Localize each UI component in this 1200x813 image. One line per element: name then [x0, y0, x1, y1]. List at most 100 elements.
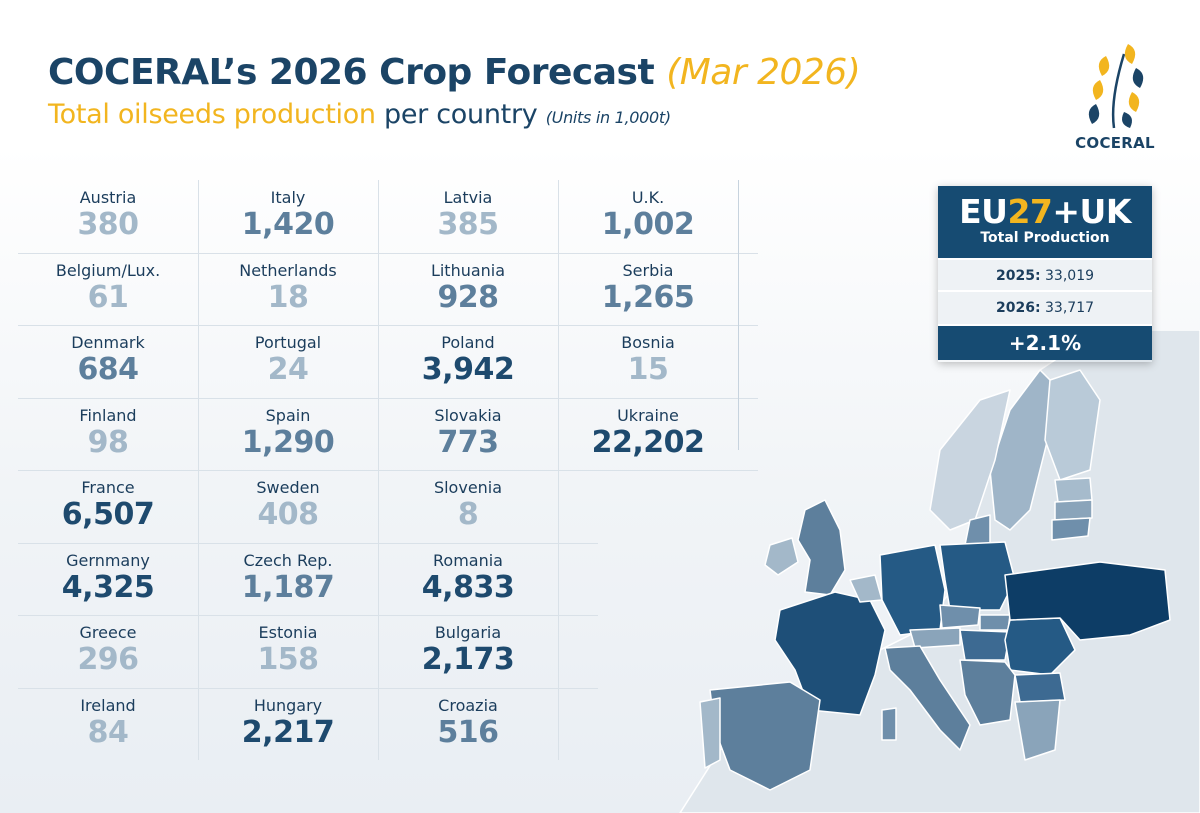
country-value: 8 — [457, 497, 479, 532]
country-cell: Romania 4,833 — [378, 551, 558, 605]
country-cell: Slovakia 773 — [378, 406, 558, 460]
country-name: Lithuania — [430, 260, 506, 280]
page-title: COCERAL’s 2026 Crop Forecast (Mar 2026) — [48, 52, 861, 93]
country-value: 98 — [87, 424, 129, 460]
ireland-shape — [764, 537, 799, 576]
country-name: Romania — [433, 550, 503, 570]
country-value: 18 — [267, 279, 309, 315]
country-name: Ireland — [80, 695, 136, 715]
grid-divider — [18, 470, 758, 471]
poland-shape — [939, 541, 1016, 611]
country-name: Sweden — [256, 478, 320, 497]
country-value: 1,290 — [241, 424, 335, 460]
eu-row-2025: 2025: 33,019 — [938, 258, 1152, 292]
country-name: Croazia — [438, 695, 498, 715]
grid-divider — [18, 687, 598, 689]
country-cell: Ireland 84 — [18, 696, 198, 750]
germany-shape — [879, 544, 946, 636]
country-value: 4,325 — [61, 569, 155, 605]
country-name: Hungary — [253, 695, 323, 715]
balkans-shape — [959, 659, 1016, 726]
eu-title-prefix: EU — [959, 192, 1008, 231]
country-cell: Croazia 516 — [378, 696, 558, 750]
country-value: 2,173 — [421, 642, 515, 677]
bulgaria-shape — [1014, 672, 1066, 703]
eu-row-2026: 2026: 33,717 — [938, 292, 1152, 326]
country-value: 84 — [87, 714, 129, 750]
country-value: 158 — [257, 642, 319, 677]
country-cell: Belgium/Lux. 61 — [18, 261, 198, 315]
grid-divider — [18, 615, 598, 616]
eu-total-box: EU27+UK Total Production 2025: 33,019 20… — [938, 186, 1152, 362]
country-name: Greece — [79, 623, 137, 642]
country-cell: Finland 98 — [18, 406, 198, 460]
country-value: 61 — [87, 279, 129, 315]
country-grid: Austria 380 Belgium/Lux. 61 Denmark 684 Finlan… — [18, 180, 758, 770]
country-cell: Serbia 1,265 — [558, 261, 738, 315]
country-cell: Italy 1,420 — [198, 188, 378, 242]
sweden-shape — [989, 369, 1061, 531]
country-cell: Sweden 408 — [198, 478, 378, 532]
title-main: COCERAL’s 2026 Crop Forecast — [48, 52, 655, 93]
country-value: 6,507 — [61, 497, 155, 532]
country-name: Poland — [441, 333, 495, 352]
country-value: 1,420 — [241, 207, 335, 242]
units-note: (Units in 1,000t) — [545, 108, 671, 127]
country-cell: Bosnia 15 — [558, 333, 738, 387]
portugal-shape — [699, 697, 721, 769]
eu-change: +2.1% — [938, 326, 1152, 360]
grid-divider — [378, 180, 379, 760]
grid-divider — [198, 180, 199, 760]
country-value: 380 — [77, 207, 139, 242]
europe-map — [679, 330, 1200, 813]
country-value: 385 — [437, 207, 499, 242]
czech-shape — [939, 604, 981, 629]
norway-shape — [929, 389, 1011, 531]
eu-total-title: EU27+UK — [938, 194, 1152, 230]
country-name: Denmark — [71, 333, 145, 352]
country-name: Bosnia — [621, 333, 675, 352]
country-value: 928 — [437, 279, 499, 315]
finland-shape — [1044, 369, 1101, 481]
italy-shape — [884, 645, 971, 751]
country-cell: Lithuania 928 — [378, 261, 558, 315]
country-cell: Bulgaria 2,173 — [378, 623, 558, 677]
latvia-shape — [1054, 499, 1093, 521]
country-value: 4,833 — [421, 569, 515, 605]
country-name: Estonia — [258, 623, 318, 642]
eu-total-subtitle: Total Production — [980, 230, 1110, 246]
subtitle-rest: per country — [384, 99, 538, 130]
eu-row-value: 33,717 — [1045, 300, 1095, 316]
country-cell: France 6,507 — [18, 478, 198, 532]
country-cell: Gernmany 4,325 — [18, 551, 198, 605]
grid-divider — [558, 180, 559, 760]
eu-total-header: EU27+UK Total Production — [938, 186, 1152, 258]
uk-shape — [797, 499, 846, 596]
country-cell: Denmark 684 — [18, 333, 198, 387]
country-value: 408 — [257, 497, 319, 532]
eu-row-label: 2026: — [995, 300, 1041, 316]
country-name: Italy — [270, 188, 306, 207]
country-name: Serbia — [622, 260, 674, 280]
country-cell: Spain 1,290 — [198, 406, 378, 460]
hungary-shape — [959, 629, 1011, 661]
greece-shape — [1014, 699, 1061, 761]
country-cell: U.K. 1,002 — [558, 188, 738, 242]
country-cell: Estonia 158 — [198, 623, 378, 677]
country-name: Czech Rep. — [243, 550, 333, 570]
country-value: 773 — [437, 424, 499, 460]
country-value: 1,265 — [601, 279, 695, 315]
eu-row-label: 2025: — [995, 268, 1041, 284]
country-cell: Ukraine 22,202 — [558, 406, 738, 460]
sardinia-shape — [881, 707, 897, 741]
country-cell: Poland 3,942 — [378, 333, 558, 387]
header: COCERAL’s 2026 Crop Forecast (Mar 2026) … — [48, 52, 861, 130]
grid-divider — [738, 180, 739, 450]
logo-text: COCERAL — [1075, 134, 1155, 152]
country-cell: Austria 380 — [18, 188, 198, 242]
france-shape — [774, 591, 886, 716]
country-name: Spain — [265, 405, 311, 425]
country-cell: Latvia 385 — [378, 188, 558, 242]
lithuania-shape — [1051, 517, 1091, 541]
country-cell: Czech Rep. 1,187 — [198, 551, 378, 605]
